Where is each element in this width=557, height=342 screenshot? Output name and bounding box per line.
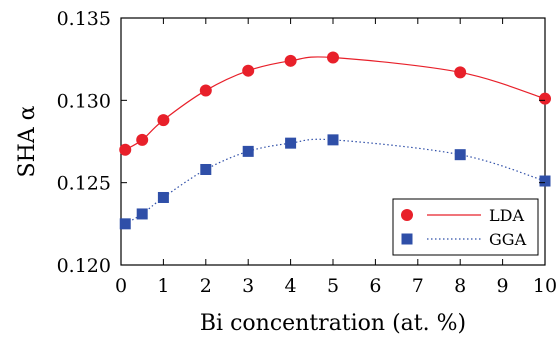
x-tick-label: 1 bbox=[157, 275, 169, 297]
legend-marker-lda bbox=[401, 209, 413, 221]
legend-marker-gga bbox=[401, 233, 413, 245]
y-axis-label: SHA α bbox=[15, 105, 40, 177]
x-tick-label: 5 bbox=[327, 275, 339, 297]
series-line-gga bbox=[124, 138, 546, 225]
x-tick-label: 2 bbox=[200, 275, 212, 297]
y-tick-label: 0.120 bbox=[57, 255, 111, 277]
data-point-lda bbox=[119, 143, 132, 156]
data-point-gga bbox=[285, 137, 297, 149]
x-tick-label: 10 bbox=[533, 275, 557, 297]
data-point-lda bbox=[454, 66, 467, 79]
legend: LDA GGA bbox=[392, 198, 539, 256]
data-point-lda bbox=[242, 64, 255, 77]
series-lines bbox=[124, 56, 546, 225]
y-tick-label: 0.125 bbox=[57, 173, 111, 195]
x-tick-label: 9 bbox=[497, 275, 509, 297]
legend-label-lda: LDA bbox=[489, 206, 524, 225]
x-tick-label: 4 bbox=[285, 275, 297, 297]
x-axis-label: Bi concentration (at. %) bbox=[200, 311, 466, 336]
legend-box bbox=[392, 198, 539, 256]
data-point-lda bbox=[157, 114, 170, 127]
data-point-gga bbox=[200, 163, 212, 175]
data-point-gga bbox=[136, 208, 148, 220]
data-point-lda bbox=[284, 54, 297, 67]
y-tick-label: 0.135 bbox=[57, 8, 111, 30]
data-point-lda bbox=[136, 133, 149, 146]
series-line-lda bbox=[124, 56, 546, 151]
x-tick-label: 0 bbox=[115, 275, 127, 297]
data-point-lda bbox=[539, 92, 551, 105]
x-tick-label: 7 bbox=[412, 275, 424, 297]
data-point-gga bbox=[242, 145, 254, 157]
data-point-gga bbox=[157, 191, 169, 203]
data-point-gga bbox=[539, 175, 551, 187]
data-point-gga bbox=[327, 134, 339, 146]
series-markers bbox=[119, 51, 551, 230]
tick-labels: 0 1 2 3 4 5 6 7 8 9 10 0.120 0.125 0.130 0.135 bbox=[57, 8, 557, 297]
data-point-gga bbox=[454, 149, 466, 161]
legend-label-gga: GGA bbox=[489, 230, 527, 249]
data-point-lda bbox=[327, 51, 339, 64]
data-point-lda bbox=[199, 84, 212, 97]
x-tick-label: 3 bbox=[242, 275, 254, 297]
x-tick-label: 6 bbox=[369, 275, 381, 297]
y-tick-label: 0.130 bbox=[57, 90, 111, 112]
x-tick-label: 8 bbox=[454, 275, 466, 297]
axis-ticks bbox=[120, 17, 546, 266]
data-point-gga bbox=[119, 218, 131, 230]
